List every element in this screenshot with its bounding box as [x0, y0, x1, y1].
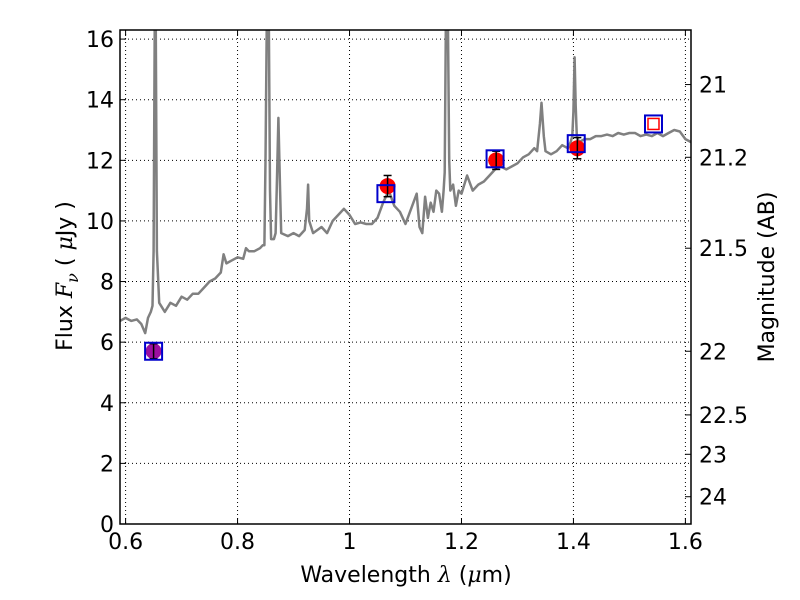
- right-tick-label: 22.5: [699, 404, 748, 429]
- axes-frame: [119, 29, 692, 525]
- x-tick-label: 1.4: [556, 530, 591, 555]
- y-tick-label: 0: [100, 513, 114, 538]
- y-tick-label: 2: [100, 452, 114, 477]
- y-tick-label: 12: [86, 149, 114, 174]
- x-axis-label-paren: (: [452, 563, 468, 588]
- x-axis-label-text: Wavelength: [300, 563, 438, 588]
- model-box: [643, 114, 663, 134]
- data-points: [144, 114, 663, 361]
- right-tick-label: 21.2: [699, 146, 748, 171]
- y-axis-label: Flux Fν ( μJy ): [53, 201, 82, 351]
- model-box: [376, 184, 396, 204]
- ticks: 0.6 0.8 1 1.2 1.4 1.602468101214162121.221.52…: [86, 28, 748, 555]
- y-axis-label-mu: μ: [53, 236, 78, 250]
- x-tick-label: 1.6: [668, 530, 703, 555]
- y-tick-label: 14: [86, 89, 114, 114]
- x-axis-label-mu: μ: [467, 563, 481, 588]
- right-tick-label: 21: [699, 74, 727, 99]
- model-box: [566, 134, 586, 154]
- model-box: [144, 341, 164, 361]
- y-axis-label-paren: (: [53, 251, 78, 274]
- x-axis-label-symbol: λ: [437, 563, 452, 588]
- y-tick-label: 4: [100, 392, 114, 417]
- model-box-inner: [647, 117, 660, 131]
- right-tick-label: 22: [699, 340, 727, 365]
- x-tick-label: 1.2: [444, 530, 479, 555]
- x-tick-label: 0.6: [108, 530, 143, 555]
- spectrum-line: [120, 30, 691, 335]
- model-box: [485, 149, 505, 169]
- right-tick-label: 24: [699, 486, 727, 511]
- y-axis-label-text: Flux: [53, 298, 78, 351]
- x-axis-label-unit: m): [482, 563, 512, 588]
- y-axis-label-unit: Jy ): [53, 201, 78, 238]
- x-tick-label: 1: [343, 530, 357, 555]
- x-axis-label: Wavelength λ (μm): [300, 563, 511, 588]
- y-tick-label: 8: [100, 271, 114, 296]
- y-tick-label: 16: [86, 28, 114, 53]
- plot-frame: [119, 29, 692, 525]
- right-tick-label: 23: [699, 443, 727, 468]
- right-tick-label: 21.5: [699, 237, 748, 262]
- y-tick-label: 6: [100, 331, 114, 356]
- x-tick-label: 0.8: [220, 530, 255, 555]
- y-axis-label-symbol: F: [53, 282, 78, 299]
- y-tick-label: 10: [86, 210, 114, 235]
- y-axis-label-subscript: ν: [63, 273, 82, 283]
- right-axis-label: Magnitude (AB): [755, 192, 780, 363]
- spectrum-series: [120, 30, 691, 335]
- grid: [120, 30, 691, 525]
